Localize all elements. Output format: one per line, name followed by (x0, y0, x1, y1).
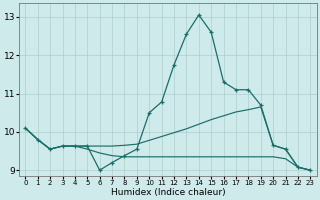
X-axis label: Humidex (Indice chaleur): Humidex (Indice chaleur) (110, 188, 225, 197)
